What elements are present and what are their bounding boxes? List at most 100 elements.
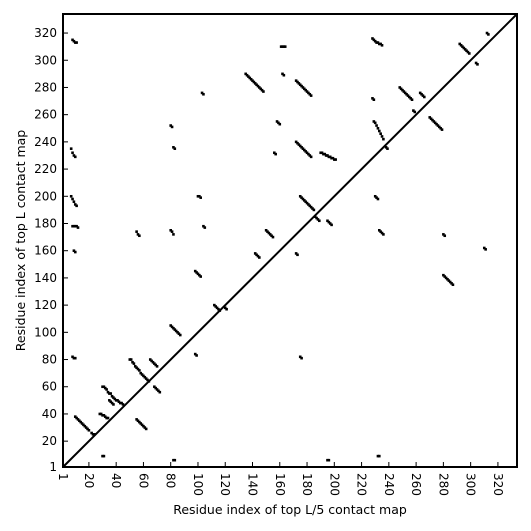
x-axis: 1 20 40 60 80 100 120 140 160 180 200 220 240 260 280 3… [56,462,505,496]
contact-point [380,135,384,138]
contact-point [72,154,76,157]
contact-point [193,352,197,356]
contact-point [138,234,141,238]
y-tick-label: 160 [34,244,57,258]
contact-point [326,219,329,223]
contact-point [371,97,374,100]
y-tick-label: 120 [34,298,57,312]
contact-point [120,401,123,405]
contact-point [135,366,138,369]
x-tick-label: 20 [82,473,96,488]
x-tick-label: 300 [464,473,478,496]
contact-point [298,194,302,198]
x-tick-label: 120 [218,473,232,496]
contact-point [101,454,104,458]
contact-point [330,223,333,227]
contact-point [131,360,134,364]
contact-point [320,151,324,155]
contact-point [372,98,376,101]
contact-point [110,394,114,398]
contact-point [375,41,378,44]
contact-point [303,148,306,152]
contact-point [146,378,149,382]
contact-point [170,125,174,129]
contact-point [87,428,91,432]
contact-point [215,306,219,310]
contact-point [76,226,80,229]
contact-point [331,156,335,160]
contact-point [399,87,403,91]
x-tick-label: 60 [136,473,150,488]
contact-point [270,234,273,238]
contact-point [462,46,466,50]
contact-point [72,356,76,360]
contact-point [300,356,303,360]
contact-point [73,155,77,159]
contact-point [170,230,174,233]
contact-point [253,82,257,85]
contact-point [444,276,448,280]
contact-point [172,458,175,462]
contact-point [103,386,107,390]
contact-point [443,234,447,238]
contact-point [170,325,174,329]
contact-point [466,50,470,54]
contact-point [307,203,310,206]
x-tick-label: 280 [436,473,450,496]
y-axis-label: Residue index of top L contact map [13,130,28,351]
contact-point [76,418,80,421]
contact-point [312,208,316,212]
contact-point [294,140,298,144]
diagonal-line [62,13,518,468]
contact-point [376,454,380,458]
contact-point [178,333,182,337]
contact-point [442,233,445,236]
contact-point [113,397,117,401]
contact-point [437,125,441,129]
contact-point [144,377,148,380]
contact-point [446,277,449,281]
contact-point [75,41,78,44]
contact-point [429,117,433,121]
x-tick-label: 140 [246,473,260,496]
contact-point [158,390,162,394]
contact-point [71,224,74,228]
x-tick-label: 260 [409,473,423,496]
contact-point [294,252,298,255]
contact-point [143,426,147,429]
contact-point [300,84,303,88]
contact-point [106,390,110,394]
contact-point [301,86,305,89]
contact-point [117,400,121,403]
contact-point [376,41,380,44]
contact-point [140,423,144,427]
y-tick-label: 240 [34,135,57,149]
x-tick-label: 320 [491,473,505,496]
contact-point [304,200,307,204]
contact-points [69,31,490,462]
contact-point [380,231,384,235]
contact-point [143,375,147,379]
contact-point [487,33,490,36]
contact-point [410,98,414,101]
contact-point [83,424,87,428]
contact-point [266,230,269,233]
contact-point [71,197,74,201]
contact-point [297,143,301,146]
contact-point [135,230,138,233]
y-tick-label: 40 [42,407,57,421]
contact-point [439,126,442,130]
contact-point [140,373,144,376]
y-tick-label: 180 [34,216,57,230]
contact-point [308,154,312,157]
contact-point [378,42,381,46]
contact-point [79,420,83,424]
y-tick-label: 300 [34,53,57,67]
contact-point [303,199,306,202]
contact-point [428,116,432,119]
contact-point [458,42,462,46]
contact-point [86,427,89,431]
contact-point [142,424,145,428]
contact-point [128,358,132,361]
